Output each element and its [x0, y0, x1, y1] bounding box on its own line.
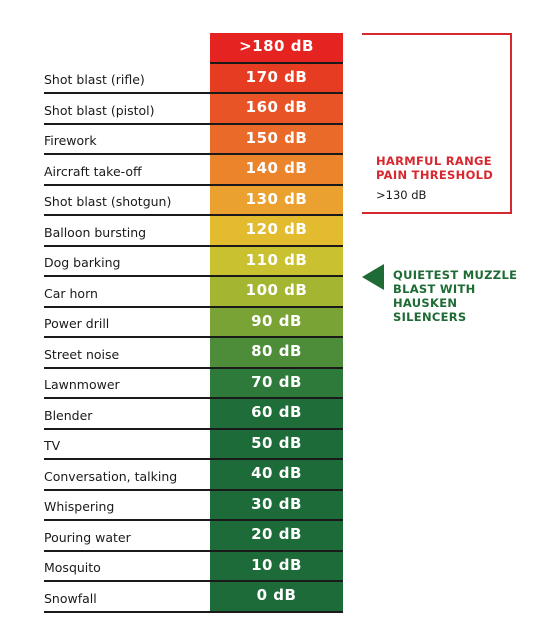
left-triangle-arrow-icon — [362, 264, 384, 290]
decibel-level-cell: 80 dB — [210, 338, 343, 369]
decibel-level-cell: 20 dB — [210, 521, 343, 552]
harmful-range-title-line2: PAIN THRESHOLD — [376, 168, 494, 182]
harmful-range-value: >130 dB — [376, 188, 427, 202]
decibel-level-cell: 90 dB — [210, 307, 343, 338]
source-label: Conversation, talking — [44, 460, 210, 491]
decibel-level-cell: 120 dB — [210, 216, 343, 247]
source-label: Street noise — [44, 338, 210, 369]
decibel-level-cell: 50 dB — [210, 429, 343, 460]
source-label: Shot blast (rifle) — [44, 64, 210, 94]
decibel-level-cell: 110 dB — [210, 246, 343, 277]
source-label: Firework — [44, 125, 210, 155]
source-label: Power drill — [44, 308, 210, 338]
source-label: TV — [44, 430, 210, 460]
decibel-level-cell: 100 dB — [210, 277, 343, 308]
source-label: Shot blast (shotgun) — [44, 186, 210, 216]
source-label: Dog barking — [44, 247, 210, 277]
source-label: Balloon bursting — [44, 216, 210, 247]
decibel-level-cell: 60 dB — [210, 399, 343, 430]
harmful-range-title: HARMFUL RANGE PAIN THRESHOLD — [376, 154, 516, 182]
source-label: Car horn — [44, 277, 210, 308]
source-label: Whispering — [44, 491, 210, 521]
decibel-level-cell: 130 dB — [210, 185, 343, 216]
decibel-level-cell: 170 dB — [210, 63, 343, 94]
source-label: Blender — [44, 399, 210, 430]
decibel-level-cell: 150 dB — [210, 124, 343, 155]
silencer-note-line4: SILENCERS — [393, 310, 467, 324]
decibel-level-cell: 30 dB — [210, 490, 343, 521]
source-label: Shot blast (pistol) — [44, 94, 210, 125]
silencer-note-line1: QUIETEST MUZZLE — [393, 268, 518, 282]
harmful-range-bracket — [362, 33, 512, 214]
source-label: Mosquito — [44, 552, 210, 582]
harmful-range-title-line1: HARMFUL RANGE — [376, 154, 492, 168]
decibel-level-cell: 40 dB — [210, 460, 343, 491]
source-label: Pouring water — [44, 521, 210, 552]
decibel-level-cell: 140 dB — [210, 155, 343, 186]
decibel-level-cell: >180 dB — [210, 33, 343, 64]
source-label: Aircraft take-off — [44, 155, 210, 186]
silencer-note-line3: HAUSKEN — [393, 296, 458, 310]
silencer-note-line2: BLAST WITH — [393, 282, 476, 296]
decibel-level-cell: 0 dB — [210, 582, 343, 613]
decibel-level-cell: 160 dB — [210, 94, 343, 125]
silencer-note: QUIETEST MUZZLE BLAST WITH HAUSKEN SILEN… — [393, 268, 533, 324]
source-label: Lawnmower — [44, 369, 210, 399]
decibel-level-cell: 10 dB — [210, 551, 343, 582]
source-label: Snowfall — [44, 582, 210, 613]
decibel-level-cell: 70 dB — [210, 368, 343, 399]
